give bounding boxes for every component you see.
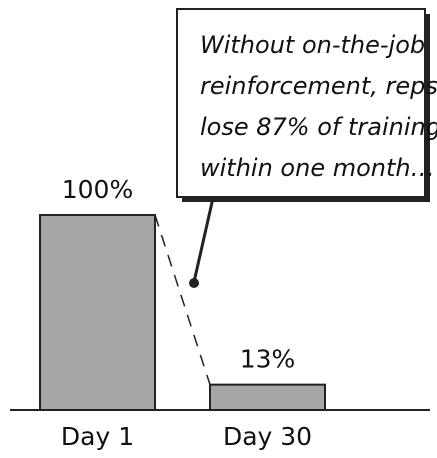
callout-dot xyxy=(189,278,199,288)
annotation-line: Without on-the-job xyxy=(200,31,425,59)
decline-connector xyxy=(154,214,211,385)
callout-pointer xyxy=(192,197,215,283)
annotation-line: within one month… xyxy=(200,154,435,182)
annotation-line: lose 87% of training xyxy=(200,113,437,141)
callout-box xyxy=(176,8,426,198)
x-tick-label: Day 1 xyxy=(61,422,134,451)
plot: 100% Day 1 13% Day 30 xyxy=(39,175,326,451)
value-label: 13% xyxy=(240,345,296,374)
annotation-line: reinforcement, reps xyxy=(200,72,437,100)
value-label: 100% xyxy=(62,175,133,204)
annotation: Without on-the-job reinforcement, reps los… xyxy=(200,31,437,182)
bar xyxy=(39,214,156,411)
bar xyxy=(209,383,326,411)
x-tick-label: Day 30 xyxy=(223,422,312,451)
